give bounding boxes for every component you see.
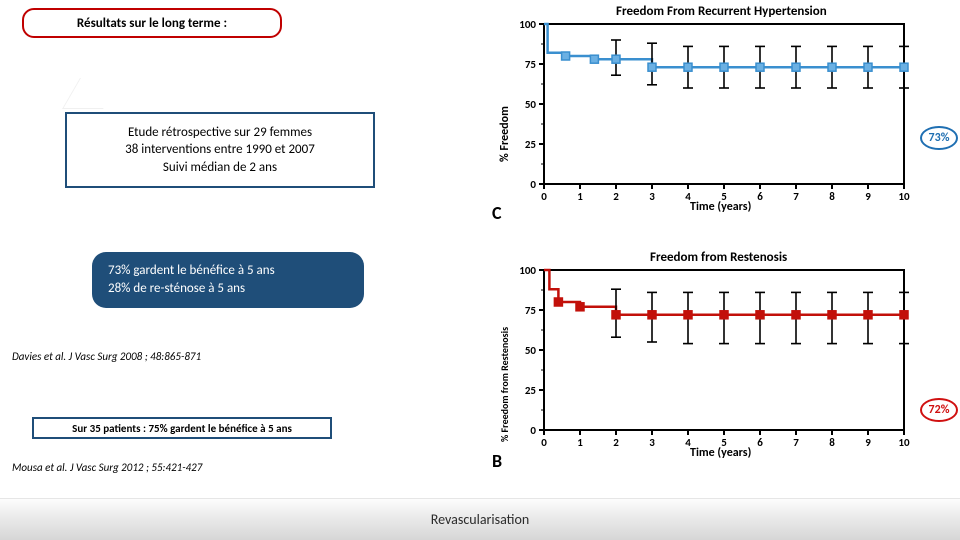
svg-text:9: 9	[865, 190, 871, 203]
svg-text:7: 7	[793, 436, 799, 449]
chart-c-letter: C	[492, 202, 502, 224]
patients-box: Sur 35 patients : 75% gardent le bénéfic…	[32, 417, 332, 439]
chart-c-panel: Freedom From Recurrent Hypertension % Fr…	[490, 2, 950, 232]
chart-b-svg: 0255075100012345678910	[490, 248, 950, 478]
svg-text:100: 100	[519, 264, 536, 277]
title-box: Résultats sur le long terme :	[22, 8, 282, 38]
svg-text:50: 50	[525, 98, 537, 111]
chart-c-svg: 0255075100012345678910	[490, 2, 950, 232]
study-line-3: Suivi médian de 2 ans	[163, 159, 277, 177]
result-line-2: 28% de re-sténose à 5 ans	[108, 280, 364, 298]
study-line-2: 38 interventions entre 1990 et 2007	[125, 141, 315, 159]
footer-text: Revascularisation	[431, 511, 529, 528]
svg-text:6: 6	[757, 436, 763, 449]
svg-text:25: 25	[525, 138, 537, 151]
svg-text:10: 10	[898, 436, 910, 449]
chart-b-letter: B	[492, 450, 502, 472]
svg-text:0: 0	[541, 190, 547, 203]
svg-text:10: 10	[898, 190, 910, 203]
svg-text:1: 1	[577, 436, 583, 449]
chart-c-xlabel: Time (years)	[690, 200, 751, 214]
svg-text:3: 3	[649, 190, 655, 203]
footer-bar: Revascularisation	[0, 498, 960, 540]
svg-text:1: 1	[577, 190, 583, 203]
svg-text:2: 2	[613, 436, 619, 449]
svg-text:9: 9	[865, 436, 871, 449]
study-box: Etude rétrospective sur 29 femmes 38 int…	[65, 112, 375, 188]
svg-text:7: 7	[793, 190, 799, 203]
result-line-1: 73% gardent le bénéfice à 5 ans	[108, 262, 364, 280]
chart-b-title: Freedom from Restenosis	[650, 250, 787, 265]
study-line-1: Etude rétrospective sur 29 femmes	[128, 124, 312, 142]
svg-text:2: 2	[613, 190, 619, 203]
chart-b-ylabel: % Freedom from Restenosis	[498, 327, 511, 442]
chart-c-title: Freedom From Recurrent Hypertension	[616, 4, 827, 19]
citation-mousa: Mousa et al. J Vasc Surg 2012 ; 55:421-4…	[12, 461, 202, 474]
chart-c-ylabel: % Freedom	[498, 106, 512, 162]
svg-text:75: 75	[525, 304, 537, 317]
chart-b-callout: 72%	[920, 398, 958, 422]
chart-b-xlabel: Time (years)	[690, 446, 751, 460]
svg-text:75: 75	[525, 58, 537, 71]
svg-text:6: 6	[757, 190, 763, 203]
svg-text:8: 8	[829, 436, 835, 449]
citation-davies: Davies et al. J Vasc Surg 2008 ; 48:865-…	[12, 350, 201, 363]
svg-text:25: 25	[525, 384, 537, 397]
svg-text:8: 8	[829, 190, 835, 203]
svg-text:50: 50	[525, 344, 537, 357]
svg-text:100: 100	[519, 18, 536, 31]
svg-text:3: 3	[649, 436, 655, 449]
result-box: 73% gardent le bénéfice à 5 ans 28% de r…	[92, 252, 364, 308]
svg-text:0: 0	[530, 424, 536, 437]
svg-text:0: 0	[530, 178, 536, 191]
chart-b-panel: Freedom from Restenosis % Freedom from R…	[490, 248, 950, 480]
chart-c-callout: 73%	[920, 126, 958, 150]
svg-text:0: 0	[541, 436, 547, 449]
